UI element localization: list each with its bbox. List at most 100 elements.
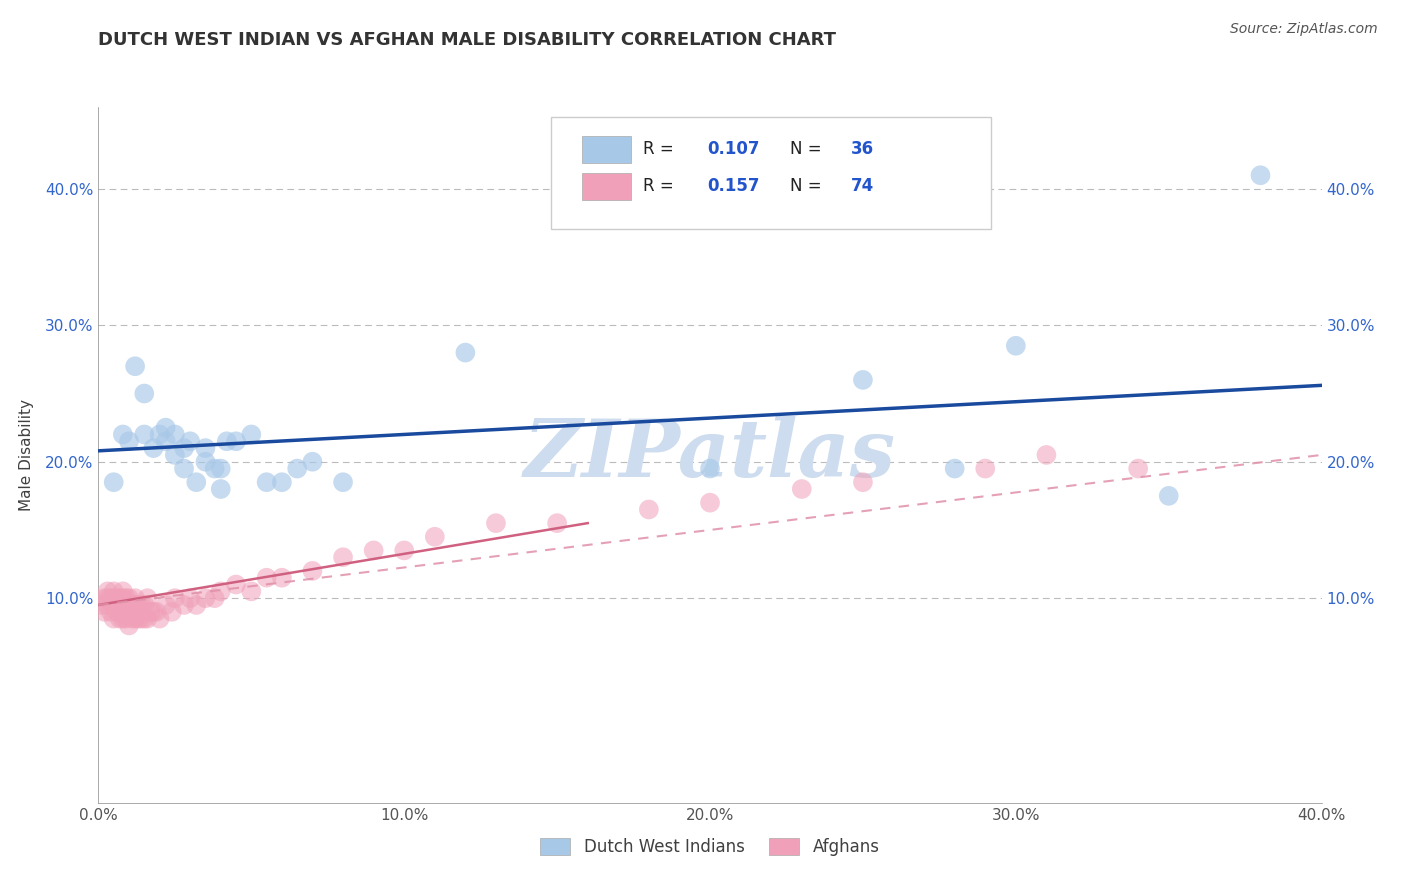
Point — [1157, 489, 1180, 503]
Point — [142, 605, 165, 619]
Point — [194, 591, 217, 606]
Legend: Dutch West Indians, Afghans: Dutch West Indians, Afghans — [531, 830, 889, 864]
Point — [1035, 448, 1057, 462]
Point — [852, 475, 875, 490]
Point — [103, 612, 125, 626]
Point — [127, 598, 149, 612]
Point — [97, 598, 120, 612]
Point — [155, 598, 177, 612]
Point — [186, 598, 208, 612]
Point — [637, 502, 661, 516]
Point — [118, 591, 141, 606]
Point — [134, 386, 156, 401]
Point — [111, 584, 134, 599]
Point — [179, 434, 201, 449]
Point — [103, 598, 125, 612]
Point — [108, 591, 131, 606]
Point — [1004, 339, 1026, 353]
Point — [225, 434, 247, 449]
Point — [124, 598, 146, 612]
Point — [423, 530, 446, 544]
Point — [1128, 461, 1150, 475]
Point — [546, 516, 568, 530]
Point — [111, 591, 134, 606]
Point — [943, 461, 966, 475]
Point — [149, 612, 172, 626]
Point — [194, 455, 217, 469]
Point — [139, 605, 162, 619]
Point — [301, 564, 323, 578]
Point — [173, 441, 195, 455]
Point — [103, 591, 125, 606]
Point — [108, 612, 131, 626]
Point — [111, 598, 134, 612]
Point — [155, 420, 177, 434]
Point — [699, 496, 721, 510]
Point — [118, 618, 141, 632]
Point — [90, 598, 112, 612]
Point — [240, 427, 263, 442]
Point — [136, 591, 159, 606]
Point — [285, 461, 308, 475]
Point — [103, 584, 125, 599]
Point — [392, 543, 416, 558]
Point — [204, 461, 226, 475]
Point — [225, 577, 247, 591]
Point — [194, 441, 217, 455]
Point — [1249, 168, 1271, 182]
Point — [134, 427, 156, 442]
Point — [852, 373, 875, 387]
Point — [105, 605, 128, 619]
Point — [215, 434, 238, 449]
Point — [301, 455, 323, 469]
Point — [270, 571, 292, 585]
Point — [332, 550, 354, 565]
Point — [118, 434, 141, 449]
Point — [155, 434, 177, 449]
Point — [124, 612, 146, 626]
Point — [149, 427, 172, 442]
Point — [270, 475, 292, 490]
Text: ZIPatlas: ZIPatlas — [524, 417, 896, 493]
Point — [485, 516, 508, 530]
Point — [136, 612, 159, 626]
Text: R =: R = — [643, 140, 679, 159]
Point — [240, 584, 263, 599]
Point — [97, 584, 120, 599]
Text: 0.107: 0.107 — [707, 140, 761, 159]
Point — [108, 598, 131, 612]
Point — [100, 591, 122, 606]
Point — [163, 448, 186, 462]
Point — [699, 461, 721, 475]
Text: Source: ZipAtlas.com: Source: ZipAtlas.com — [1230, 22, 1378, 37]
Point — [97, 591, 120, 606]
Point — [100, 605, 122, 619]
Text: R =: R = — [643, 178, 679, 195]
Point — [105, 591, 128, 606]
FancyBboxPatch shape — [551, 118, 991, 229]
Point — [790, 482, 813, 496]
Point — [256, 475, 278, 490]
Point — [173, 461, 195, 475]
Point — [363, 543, 385, 558]
Text: DUTCH WEST INDIAN VS AFGHAN MALE DISABILITY CORRELATION CHART: DUTCH WEST INDIAN VS AFGHAN MALE DISABIL… — [98, 31, 837, 49]
Point — [179, 591, 201, 606]
Text: N =: N = — [790, 140, 827, 159]
Point — [124, 359, 146, 374]
Point — [121, 598, 143, 612]
Point — [204, 591, 226, 606]
Point — [134, 598, 156, 612]
Point — [121, 612, 143, 626]
Point — [115, 591, 138, 606]
Text: 74: 74 — [851, 178, 875, 195]
Point — [115, 612, 138, 626]
Point — [142, 441, 165, 455]
Point — [209, 461, 232, 475]
Point — [209, 482, 232, 496]
Point — [256, 571, 278, 585]
Text: N =: N = — [790, 178, 827, 195]
Point — [163, 427, 186, 442]
Point — [118, 598, 141, 612]
Point — [160, 605, 183, 619]
Point — [134, 612, 156, 626]
